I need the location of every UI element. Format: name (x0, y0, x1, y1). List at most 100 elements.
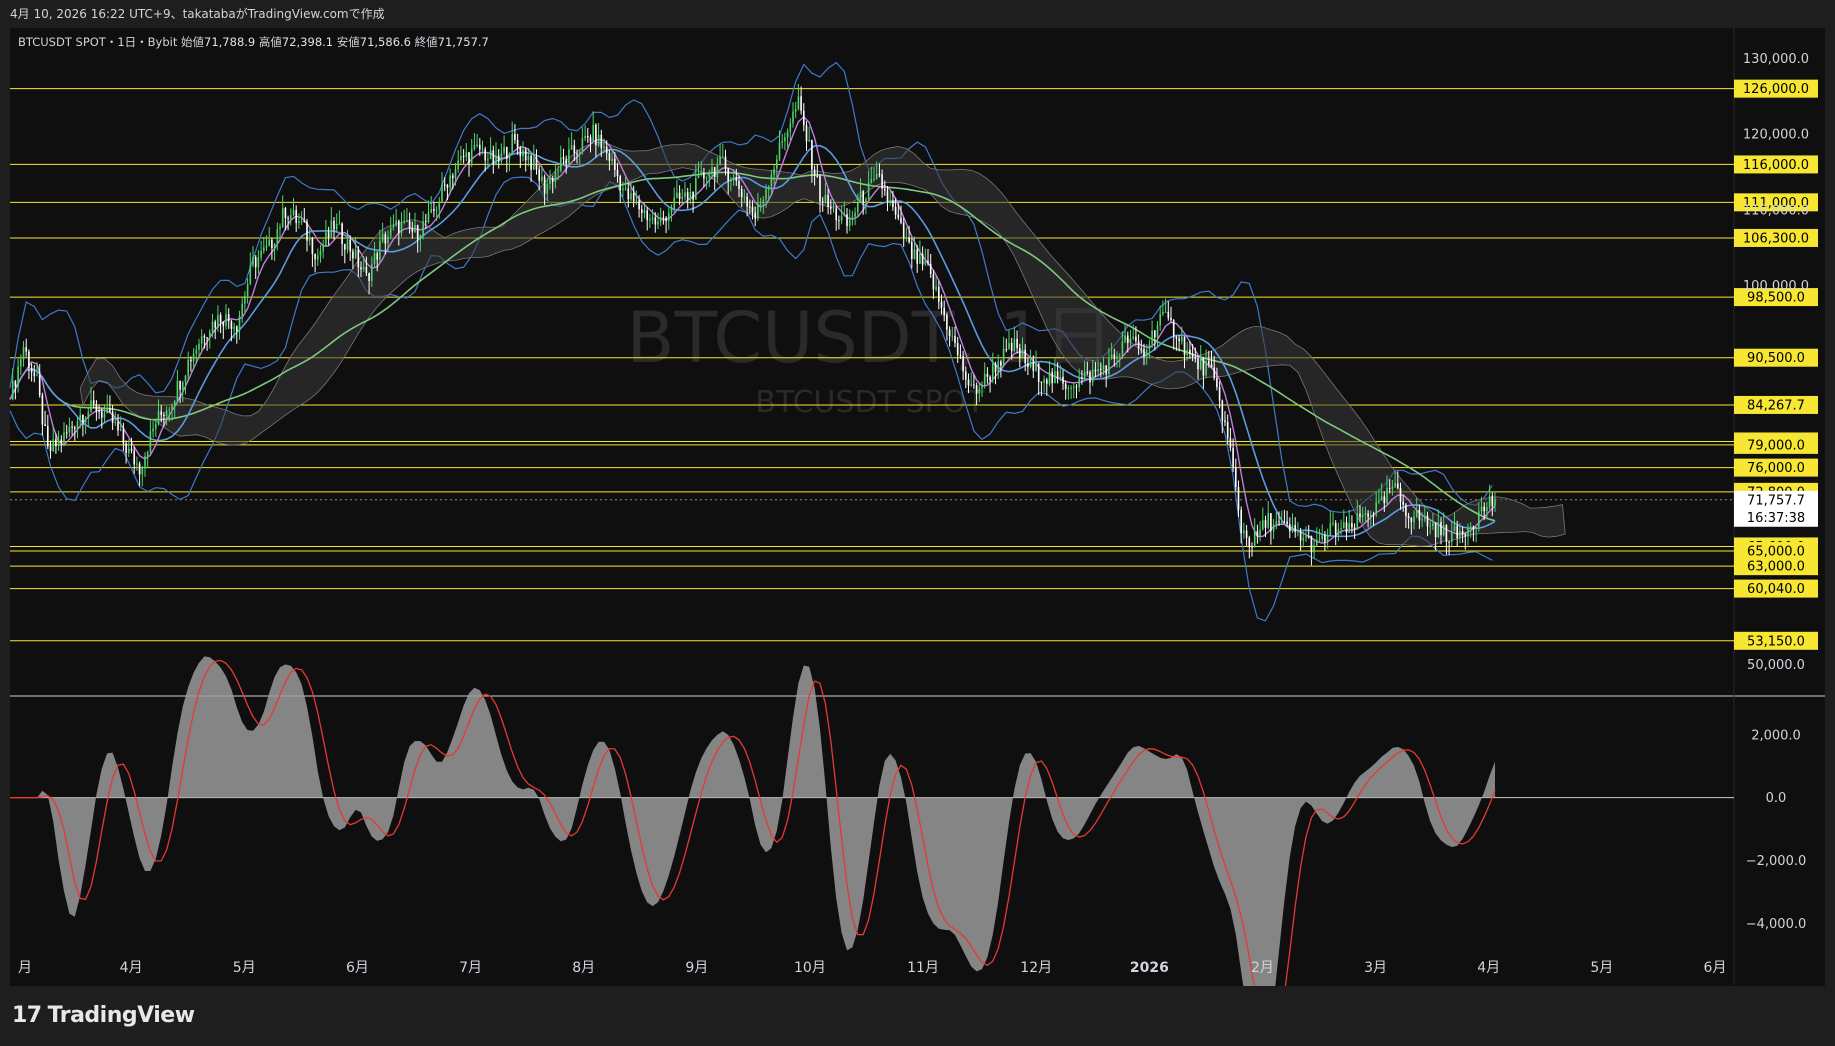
candle (1321, 524, 1324, 542)
candle-body (740, 189, 743, 197)
level-label: 76,000.0 (1734, 458, 1818, 477)
candle-body (1488, 495, 1491, 508)
candle-body (438, 201, 441, 210)
candle-body (595, 124, 597, 146)
candle-body (457, 160, 460, 170)
tradingview-logo[interactable]: 17 TradingView (12, 1003, 195, 1028)
candle (667, 207, 670, 230)
candle (1332, 512, 1334, 527)
candle-body (1369, 514, 1372, 517)
candle-body (1118, 355, 1121, 357)
candle (1064, 380, 1067, 400)
candle-body (1291, 525, 1294, 532)
candle-body (403, 221, 406, 223)
level-label-text: 111,000.0 (1743, 196, 1809, 211)
level-label-text: 98,500.0 (1747, 291, 1805, 306)
candle-body (854, 212, 856, 217)
candle (646, 207, 649, 231)
candle (443, 176, 446, 192)
candle (851, 210, 854, 226)
candle-body (1143, 348, 1145, 357)
candle (379, 229, 381, 263)
candle (219, 312, 222, 334)
watermark-title: BTCUSDT, 1日 (627, 297, 1114, 379)
candle-body (109, 407, 111, 412)
candle-body (292, 210, 295, 216)
candle-body (1183, 336, 1186, 356)
candle (289, 208, 292, 226)
candle (1027, 357, 1029, 376)
candle-body (514, 134, 516, 141)
candle (254, 255, 257, 279)
candle-body (63, 432, 65, 444)
candle-body (1324, 535, 1326, 542)
candle (395, 208, 397, 227)
candle-body (543, 176, 546, 194)
candle (1472, 525, 1475, 542)
candle-body (757, 203, 759, 219)
candle (1405, 503, 1407, 528)
candle (670, 204, 673, 222)
candle (1283, 509, 1286, 524)
oscillator-tick-label: 2,000.0 (1751, 728, 1801, 743)
candle (346, 229, 349, 254)
candle (316, 248, 319, 267)
candle-body (49, 446, 52, 452)
candle-body (856, 202, 859, 213)
candle-body (840, 215, 843, 221)
candle (916, 244, 919, 273)
candle-body (462, 155, 465, 157)
candle (470, 139, 473, 168)
candle-body (1072, 386, 1075, 388)
candle-body (362, 267, 365, 270)
candle (1113, 348, 1116, 367)
candle (549, 170, 551, 190)
candle-body (1221, 400, 1224, 421)
candle (1410, 516, 1413, 535)
candle-body (570, 145, 573, 150)
candle-body (1353, 527, 1356, 530)
candle-body (244, 295, 246, 304)
candle-body (522, 149, 524, 157)
candle (468, 152, 470, 177)
candle (117, 413, 119, 436)
candle-body (346, 239, 349, 250)
candle-body (1051, 371, 1054, 384)
candle (125, 440, 127, 464)
candle-body (203, 336, 206, 338)
candle-body (1491, 495, 1494, 506)
candle-body (646, 210, 649, 220)
candle (1097, 360, 1099, 377)
candle-body (867, 182, 870, 200)
candle-body (414, 224, 416, 232)
level-label: 126,000.0 (1734, 79, 1818, 98)
candle-body (605, 146, 608, 154)
candle (73, 425, 76, 441)
candle (373, 242, 376, 267)
candle-body (781, 141, 784, 143)
candle (524, 147, 527, 172)
candle (406, 208, 408, 223)
candle-body (754, 212, 757, 219)
candle (357, 246, 360, 278)
candle (719, 143, 721, 166)
candle (686, 187, 689, 209)
x-axis-label: 10月 (794, 960, 826, 976)
candle-body (14, 380, 17, 387)
candle (595, 123, 597, 158)
candle-body (827, 194, 829, 207)
candle (217, 305, 219, 332)
candle-body (1189, 349, 1191, 354)
candle-body (206, 337, 208, 339)
ma-long-line (9, 171, 1496, 522)
candle (273, 242, 276, 262)
candle (765, 184, 767, 208)
candle (1054, 358, 1056, 384)
candle (49, 440, 52, 459)
candle-body (254, 256, 257, 268)
candle-body (921, 253, 924, 265)
candle-body (1000, 361, 1002, 366)
candle-body (808, 140, 811, 142)
candle-body (1367, 513, 1369, 517)
